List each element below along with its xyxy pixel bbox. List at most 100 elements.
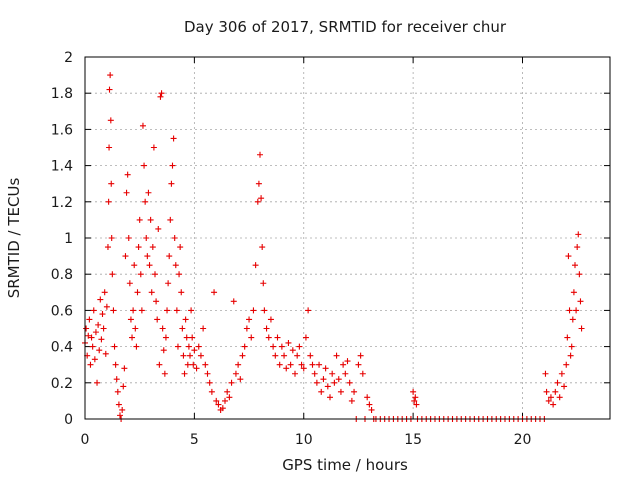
data-point: [329, 370, 336, 377]
y-tick-label: 0.8: [51, 267, 73, 283]
x-tick-label: 0: [81, 432, 90, 448]
data-point: [152, 271, 158, 278]
data-point: [283, 365, 290, 372]
data-point: [109, 271, 116, 278]
data-point: [311, 370, 318, 377]
data-point: [287, 361, 294, 368]
data-point: [289, 347, 296, 354]
data-point: [569, 316, 576, 323]
data-point: [564, 334, 571, 341]
axis-ticks: 00.20.40.60.811.21.41.61.820 5 10 15 20: [51, 50, 610, 448]
data-point: [235, 361, 242, 368]
data-point: [342, 370, 349, 377]
data-point: [188, 307, 195, 314]
data-point: [136, 216, 143, 223]
data-point: [359, 370, 366, 377]
data-point: [211, 289, 218, 296]
x-tick-label: 20: [514, 432, 532, 448]
data-point: [294, 352, 301, 359]
data-point: [348, 397, 355, 404]
data-point: [92, 329, 99, 336]
data-point: [574, 244, 581, 251]
data-point: [322, 365, 329, 372]
data-point: [103, 303, 110, 310]
data-point: [182, 316, 189, 323]
data-point: [542, 370, 549, 377]
data-point: [178, 289, 185, 296]
data-point: [260, 280, 267, 287]
data-point: [552, 388, 559, 395]
data-point: [172, 262, 179, 269]
data-point: [147, 216, 154, 223]
data-point: [108, 235, 115, 241]
y-tick-label: 1.8: [51, 86, 73, 102]
data-point: [324, 383, 331, 390]
data-point: [157, 93, 164, 100]
data-point: [120, 383, 127, 390]
y-tick-label: 0.4: [51, 340, 73, 356]
data-point: [368, 406, 375, 413]
data-point: [195, 343, 202, 350]
data-point: [255, 180, 262, 187]
data-point: [202, 361, 209, 368]
data-point: [265, 334, 272, 341]
data-point: [355, 361, 362, 368]
data-point: [105, 198, 112, 205]
data-point: [340, 361, 347, 368]
data-point: [174, 343, 181, 350]
data-point: [139, 122, 146, 129]
data-point: [107, 72, 114, 79]
data-point: [165, 280, 172, 287]
data-point: [171, 235, 178, 241]
data-point: [112, 361, 119, 368]
y-tick-label: 0.6: [51, 303, 73, 319]
data-point: [148, 289, 155, 296]
data-point: [149, 244, 156, 251]
data-point: [185, 343, 192, 350]
data-point: [411, 397, 418, 404]
data-point: [146, 262, 153, 269]
data-point: [570, 289, 577, 296]
data-point: [156, 361, 163, 368]
data-point: [115, 401, 122, 408]
data-point: [274, 334, 281, 341]
y-tick-label: 1.4: [51, 159, 73, 175]
data-point: [573, 307, 580, 314]
data-point: [545, 397, 552, 404]
data-point: [190, 361, 197, 368]
data-point: [133, 343, 140, 350]
data-point: [313, 379, 320, 386]
data-point: [413, 401, 420, 408]
data-point: [300, 365, 307, 372]
data-point: [177, 244, 184, 251]
data-point: [204, 370, 211, 377]
data-point: [129, 334, 136, 341]
y-tick-label: 0: [64, 412, 73, 428]
data-point: [576, 271, 583, 278]
data-point: [155, 225, 162, 232]
data-point: [126, 280, 133, 287]
data-point: [137, 271, 144, 278]
plot-frame: [84, 56, 611, 420]
data-point: [252, 262, 259, 269]
data-point: [272, 352, 279, 359]
data-point: [144, 253, 151, 260]
data-point: [267, 316, 274, 323]
data-point: [94, 379, 101, 386]
y-tick-label: 1.2: [51, 195, 73, 211]
data-point: [246, 316, 253, 323]
data-point: [230, 298, 237, 305]
data-point: [327, 394, 333, 401]
data-point: [566, 307, 573, 314]
data-point: [270, 343, 277, 350]
data-point: [107, 117, 114, 124]
data-point: [123, 189, 130, 196]
x-tick-label: 10: [295, 432, 313, 448]
data-point: [410, 388, 417, 395]
data-point: [305, 307, 312, 314]
y-axis-label: SRMTID / TECUs: [5, 178, 23, 299]
y-tick-label: 1.6: [51, 122, 73, 138]
data-point: [250, 307, 257, 314]
data-point: [554, 379, 561, 386]
data-point: [254, 198, 261, 205]
